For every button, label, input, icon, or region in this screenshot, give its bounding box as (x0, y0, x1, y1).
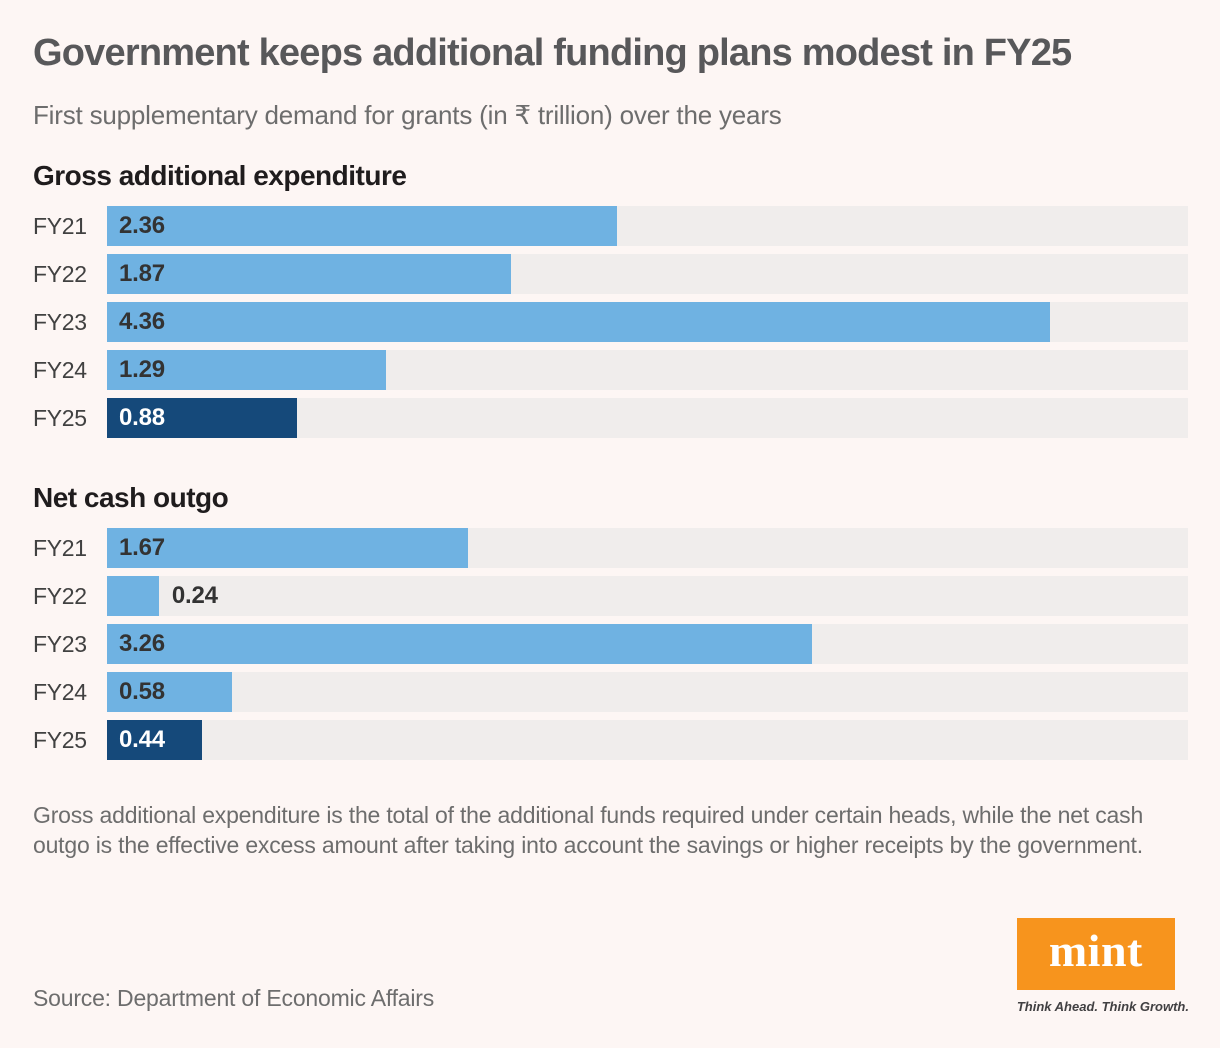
category-label: FY24 (33, 679, 87, 705)
bar (107, 672, 233, 712)
bar (107, 206, 618, 246)
category-label: FY21 (33, 535, 87, 561)
bar (107, 398, 298, 438)
chart-row: FY23 3.26 (33, 624, 1188, 664)
bar (107, 254, 512, 294)
chart-section-net-cash-outgo: Net cash outgo FY21 1.67 FY22 0.24 FY23 3.26 F… (33, 482, 1188, 760)
category-label: FY23 (33, 631, 87, 657)
bar (107, 576, 159, 616)
bar-track: 1.87 (107, 254, 1188, 294)
bar-track: 0.24 (107, 576, 1188, 616)
bar-track: 0.88 (107, 398, 1188, 438)
chart-row: FY24 0.58 (33, 672, 1188, 712)
category-label: FY23 (33, 309, 87, 335)
source-credit: Source: Department of Economic Affairs (33, 985, 435, 1011)
chart-row: FY22 0.24 (33, 576, 1188, 616)
bar-track: 4.36 (107, 302, 1188, 342)
bar-value-label: 0.58 (119, 678, 165, 705)
bar-value-label: 3.26 (119, 630, 165, 657)
bar-track: 3.26 (107, 624, 1188, 664)
chart-section-gross-expenditure: Gross additional expenditure FY21 2.36 FY2… (33, 160, 1188, 438)
chart-row: FY25 0.44 (33, 720, 1188, 760)
bar (107, 624, 812, 664)
chart-heading-net-cash-outgo: Net cash outgo (33, 482, 229, 513)
category-label: FY24 (33, 357, 87, 383)
bar-value-label: 1.87 (119, 260, 165, 287)
bar (107, 720, 203, 760)
bar-track: 0.44 (107, 720, 1188, 760)
chart-row: FY22 1.87 (33, 254, 1188, 294)
bar-track: 1.67 (107, 528, 1188, 568)
chart-heading-gross-expenditure: Gross additional expenditure (33, 160, 407, 191)
mint-logo-tagline: Think Ahead. Think Growth. (1016, 999, 1189, 1014)
bar-chart-gross-expenditure: FY21 2.36 FY22 1.87 FY23 4.36 FY24 1.29 FY25 0.88 (33, 206, 1188, 438)
chart-footnote: Gross additional expenditure is the tota… (33, 802, 1144, 858)
chart-subtitle: First supplementary demand for grants (i… (33, 100, 782, 130)
mint-logo-block: mint Think Ahead. Think Growth. (1016, 918, 1189, 1014)
bar-value-label: 0.88 (119, 404, 165, 431)
chart-row: FY23 4.36 (33, 302, 1188, 342)
mint-logo: mint (1016, 918, 1175, 990)
bar (107, 528, 469, 568)
chart-row: FY21 1.67 (33, 528, 1188, 568)
category-label: FY25 (33, 727, 87, 753)
bar-value-label: 0.24 (171, 582, 218, 609)
page-title: Government keeps additional funding plan… (33, 32, 1072, 74)
bar-track: 0.58 (107, 672, 1188, 712)
bar-value-label: 0.44 (119, 726, 165, 753)
category-label: FY25 (33, 405, 87, 431)
category-label: FY21 (33, 213, 87, 239)
bar (107, 350, 386, 390)
category-label: FY22 (33, 261, 87, 287)
chart-row: FY25 0.88 (33, 398, 1188, 438)
bar-track: 2.36 (107, 206, 1188, 246)
bar-track: 1.29 (107, 350, 1188, 390)
chart-row: FY24 1.29 (33, 350, 1188, 390)
bar (107, 302, 1050, 342)
footer: Source: Department of Economic Affairs m… (33, 918, 1189, 1014)
mint-logo-text: mint (1048, 925, 1143, 976)
bar-value-label: 1.67 (119, 534, 165, 561)
bar-chart-net-cash-outgo: FY21 1.67 FY22 0.24 FY23 3.26 FY24 0.58 FY25 0.44 (33, 528, 1188, 760)
bar-value-label: 1.29 (119, 356, 165, 383)
bar-value-label: 2.36 (119, 212, 165, 239)
chart-row: FY21 2.36 (33, 206, 1188, 246)
bar-value-label: 4.36 (119, 308, 165, 335)
category-label: FY22 (33, 583, 87, 609)
